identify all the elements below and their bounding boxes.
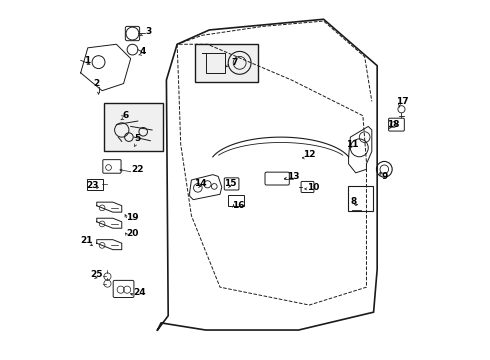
Text: 9: 9 — [381, 172, 388, 181]
FancyBboxPatch shape — [195, 44, 258, 82]
Text: 20: 20 — [126, 229, 139, 238]
Text: 18: 18 — [387, 120, 399, 129]
Text: 13: 13 — [287, 172, 299, 181]
Text: 23: 23 — [86, 181, 98, 190]
Text: 17: 17 — [396, 97, 409, 106]
Text: 14: 14 — [194, 179, 207, 188]
Text: 16: 16 — [232, 201, 244, 210]
Text: 4: 4 — [140, 47, 147, 56]
Text: 11: 11 — [346, 140, 358, 149]
Text: 2: 2 — [94, 79, 100, 88]
Text: 25: 25 — [91, 270, 103, 279]
Text: 10: 10 — [307, 183, 319, 192]
FancyBboxPatch shape — [104, 103, 163, 152]
Text: 12: 12 — [303, 150, 316, 159]
Text: 5: 5 — [135, 134, 141, 143]
Text: 6: 6 — [122, 111, 128, 120]
Text: 21: 21 — [80, 236, 92, 245]
Text: 24: 24 — [133, 288, 146, 297]
Text: 3: 3 — [146, 27, 152, 36]
Text: 22: 22 — [132, 165, 144, 174]
Text: 8: 8 — [351, 197, 357, 206]
Text: 1: 1 — [84, 56, 90, 65]
Text: 7: 7 — [231, 58, 238, 67]
Text: 19: 19 — [126, 213, 139, 222]
Text: 15: 15 — [224, 179, 237, 188]
